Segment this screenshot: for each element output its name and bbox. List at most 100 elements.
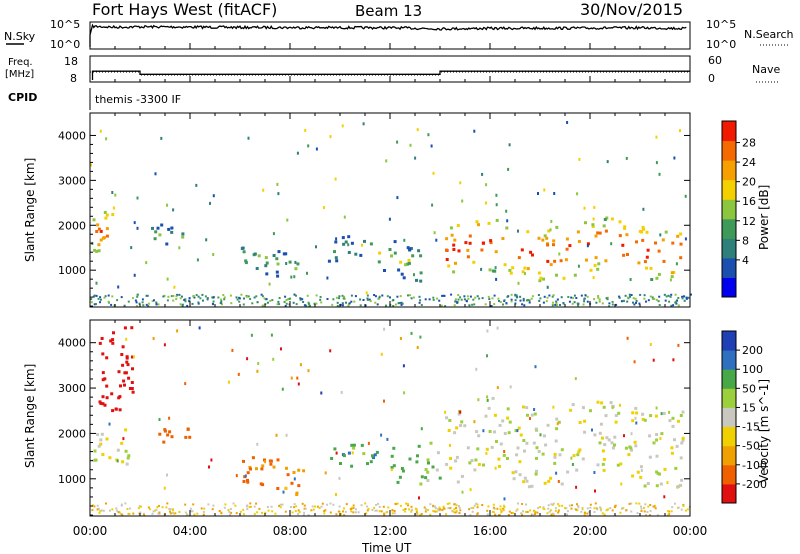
ground-scatter-cell — [173, 512, 176, 515]
ground-scatter-cell — [675, 302, 678, 305]
ground-scatter-cell — [120, 503, 123, 506]
ground-scatter-cell — [606, 509, 609, 512]
isolated-echo — [367, 441, 370, 445]
echo-cell — [388, 248, 392, 251]
ground-scatter-cell — [429, 503, 432, 506]
ground-scatter-cell — [189, 507, 192, 510]
isolated-echo — [475, 367, 478, 371]
isolated-echo — [246, 357, 249, 361]
ground-scatter-cell — [169, 510, 171, 513]
ground-scatter-cell — [156, 506, 159, 509]
ground-scatter-cell — [665, 295, 668, 298]
echo-cell — [276, 262, 280, 266]
ground-scatter-cell — [594, 502, 597, 505]
echo-cell — [546, 259, 550, 263]
echo-cell — [456, 480, 460, 484]
ground-scatter-cell — [580, 510, 583, 513]
echo-cell — [126, 456, 130, 460]
echo-cell — [292, 471, 296, 474]
isolated-echo — [250, 333, 253, 337]
ground-scatter-cell — [670, 304, 673, 307]
ground-scatter-cell — [442, 294, 445, 297]
echo-cell — [93, 449, 97, 453]
echo-cell — [424, 476, 428, 480]
ground-scatter-cell — [603, 513, 606, 516]
ground-scatter-cell — [335, 513, 338, 516]
colorbar-swatch — [722, 426, 736, 447]
isolated-echo — [282, 490, 285, 494]
echo-cell — [95, 230, 99, 233]
ground-scatter-cell — [319, 298, 322, 301]
ground-scatter-cell — [478, 297, 481, 300]
ground-scatter-cell — [343, 514, 346, 517]
echo-cell — [253, 252, 257, 256]
ground-scatter-cell — [191, 302, 194, 305]
power-y-axis-label: Slant Range [km] — [23, 158, 37, 262]
echo-cell — [284, 252, 288, 256]
echo-cell — [341, 236, 345, 240]
ground-scatter-cell — [622, 300, 625, 303]
ground-scatter-cell — [629, 295, 632, 298]
ground-scatter-cell — [651, 296, 654, 299]
ground-scatter-cell — [498, 300, 500, 302]
isolated-echo — [517, 229, 519, 233]
ground-scatter-cell — [414, 507, 417, 510]
echo-cell — [596, 267, 600, 271]
ground-scatter-cell — [366, 509, 369, 512]
ground-scatter-cell — [111, 508, 114, 511]
echo-cell — [626, 253, 629, 256]
isolated-echo — [550, 219, 553, 223]
isolated-echo — [256, 369, 259, 373]
ground-scatter-cell — [527, 299, 529, 301]
ground-scatter-cell — [502, 509, 505, 512]
echo-cell — [553, 461, 557, 465]
echo-cell — [475, 220, 479, 224]
echo-cell — [554, 439, 558, 443]
echo-cell — [124, 428, 128, 432]
nave-tick-top: 60 — [708, 54, 722, 67]
echo-cell — [360, 443, 364, 447]
ground-scatter-cell — [278, 504, 281, 507]
ground-scatter-cell — [145, 303, 148, 306]
ground-scatter-cell — [256, 301, 259, 304]
ground-scatter-cell — [220, 298, 223, 301]
echo-cell — [186, 427, 190, 431]
ground-scatter-cell — [174, 512, 177, 515]
ground-scatter-cell — [104, 295, 107, 298]
ground-scatter-cell — [202, 510, 205, 513]
isolated-echo — [396, 140, 399, 144]
echo-cell — [490, 445, 494, 449]
ground-scatter-cell — [491, 510, 494, 513]
isolated-echo — [546, 285, 549, 289]
ground-scatter-cell — [506, 295, 509, 298]
echo-cell — [105, 356, 109, 360]
echo-cell — [646, 482, 650, 485]
ground-scatter-cell — [366, 505, 369, 508]
ground-scatter-cell — [230, 511, 233, 514]
echo-cell — [455, 455, 459, 459]
ground-scatter-cell — [271, 299, 274, 302]
ground-scatter-cell — [136, 293, 139, 296]
ground-scatter-cell — [636, 512, 639, 515]
ground-scatter-cell — [263, 297, 266, 300]
echo-cell — [445, 248, 448, 252]
ground-scatter-cell — [157, 505, 160, 507]
colorbar-tick-label: -15 — [742, 421, 760, 434]
echo-cell — [602, 405, 606, 409]
ground-scatter-cell — [153, 299, 155, 302]
echo-cell — [126, 363, 130, 367]
echo-cell — [354, 252, 358, 256]
ground-scatter-cell — [359, 298, 362, 301]
ground-scatter-cell — [401, 302, 404, 305]
isolated-echo — [416, 128, 419, 132]
ground-scatter-cell — [423, 506, 426, 509]
echo-cell — [246, 478, 249, 482]
ground-scatter-cell — [562, 302, 565, 304]
isolated-echo — [402, 364, 405, 368]
echo-cell — [105, 384, 109, 388]
isolated-echo — [290, 376, 293, 380]
ground-scatter-cell — [428, 298, 431, 301]
ground-scatter-cell — [135, 301, 138, 304]
echo-cell — [577, 450, 581, 454]
ground-scatter-cell — [166, 502, 169, 505]
